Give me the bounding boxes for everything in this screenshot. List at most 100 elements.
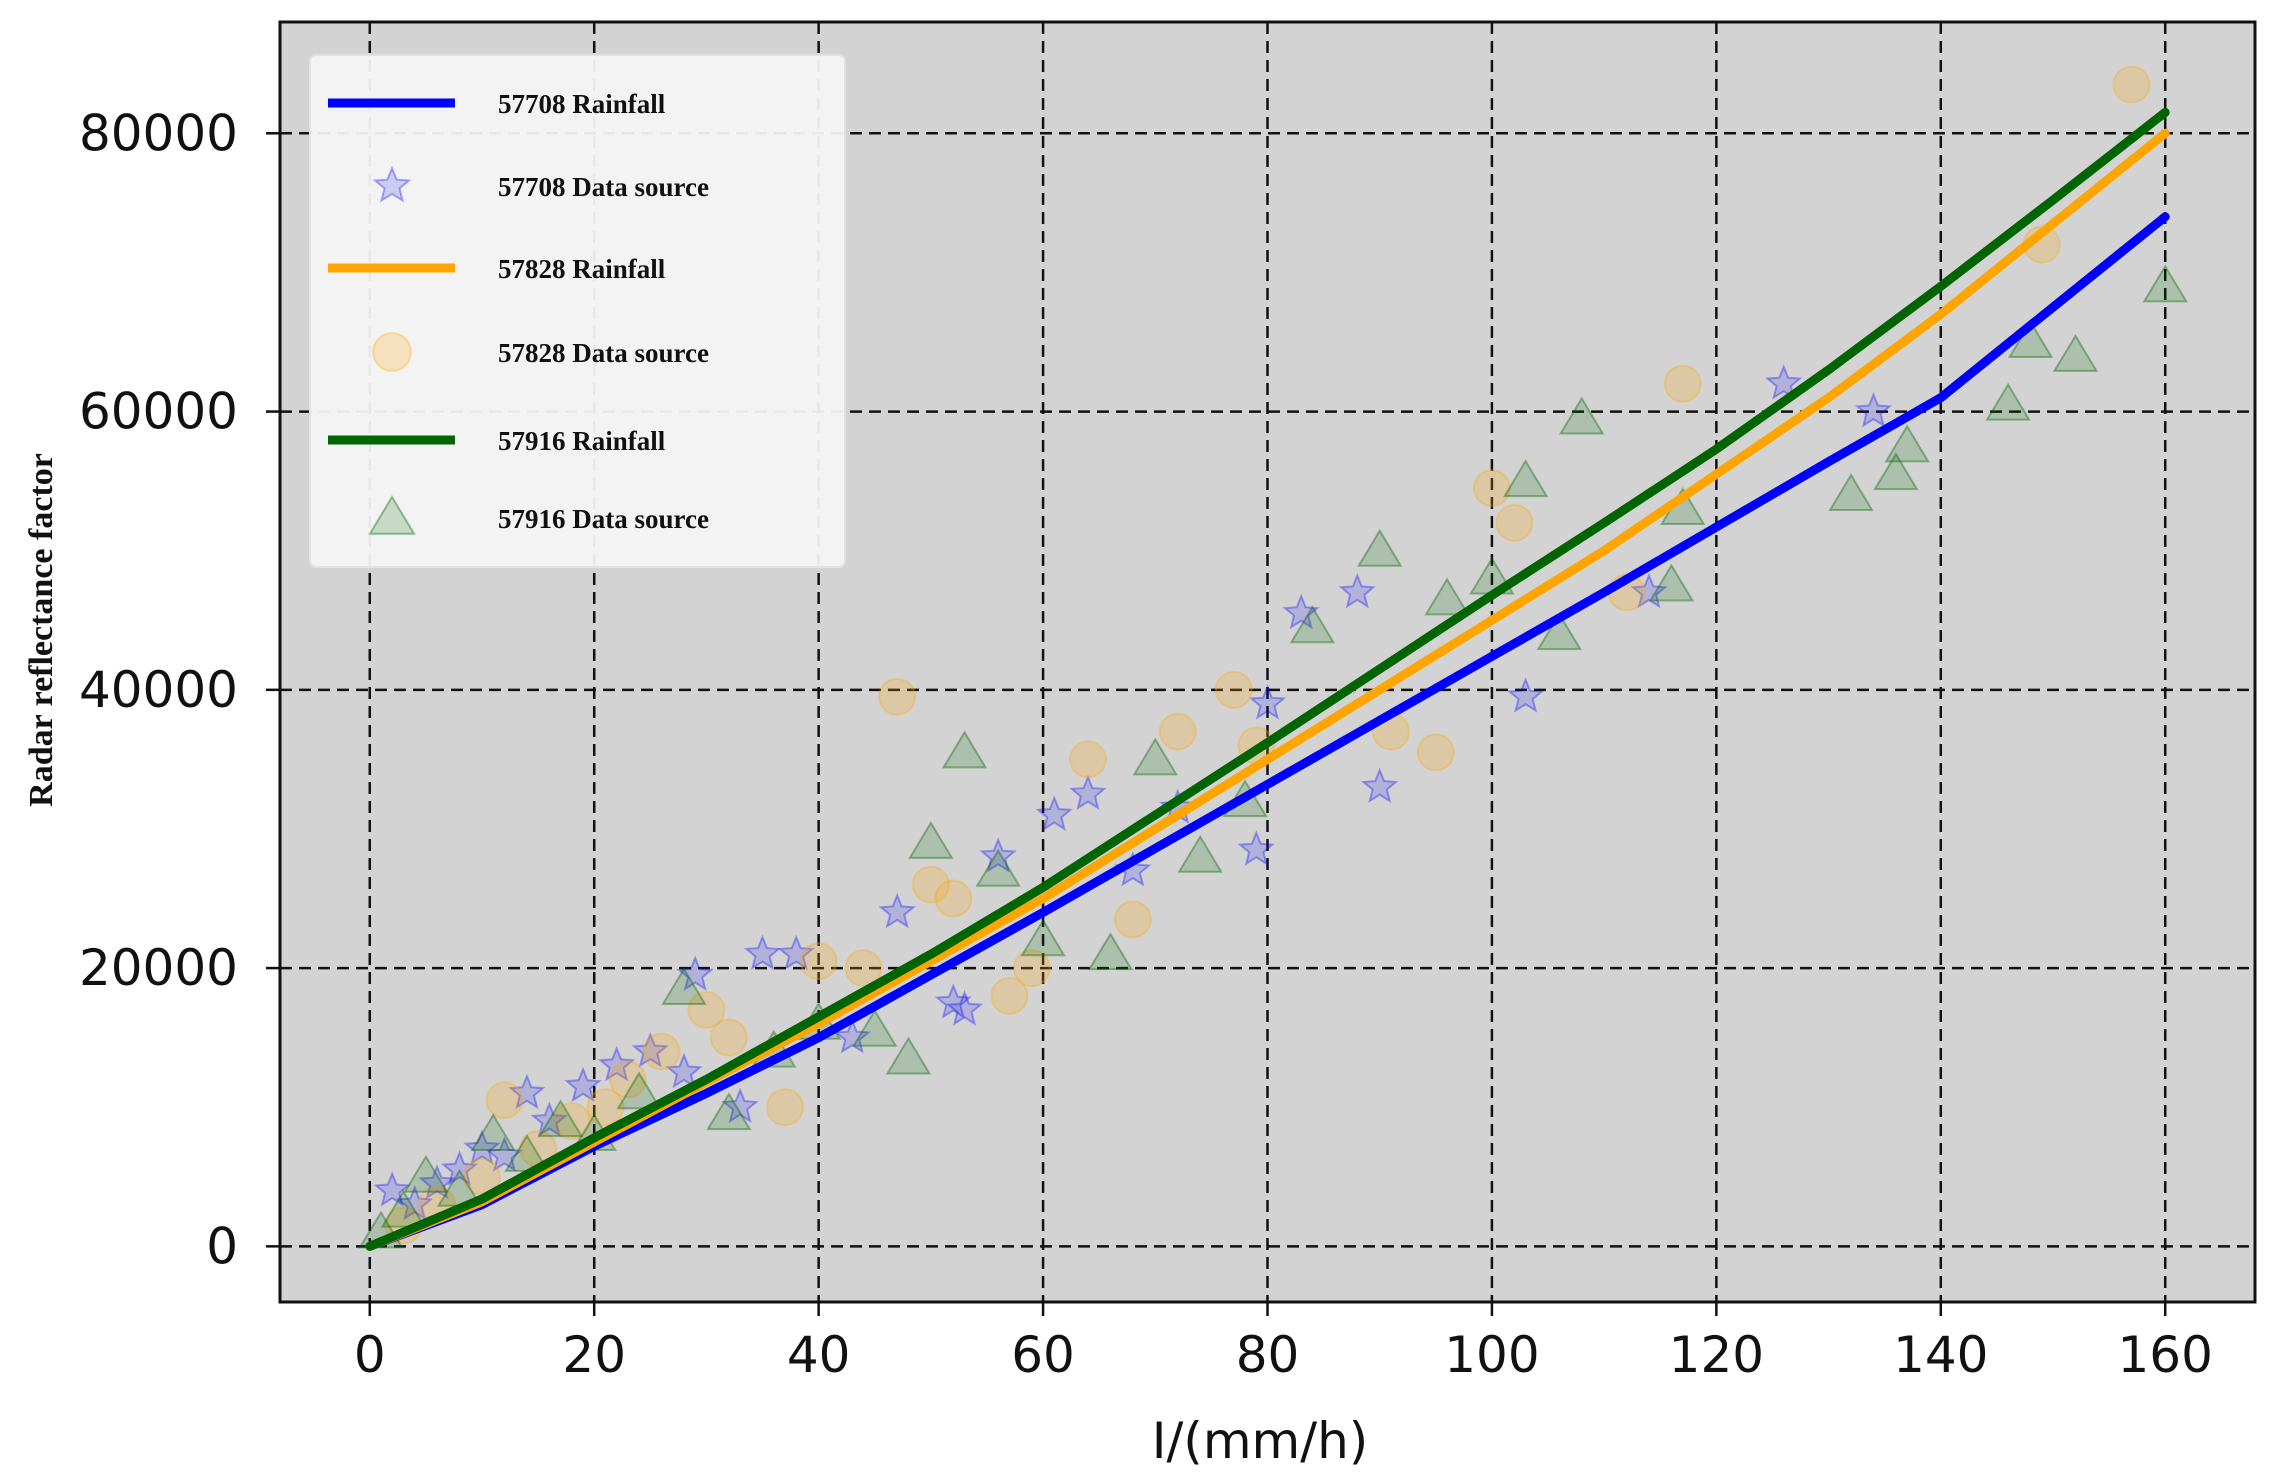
data-point (403, 1154, 449, 1193)
data-point (1884, 424, 1930, 463)
data-point (1764, 364, 1803, 400)
data-point (380, 1189, 427, 1228)
data-point (911, 865, 950, 904)
data-point (1506, 677, 1545, 713)
series-line (365, 212, 2170, 1251)
data-point (878, 677, 917, 716)
legend-label: 57708 Data source (498, 172, 709, 202)
legend-marker-swatch (368, 495, 416, 535)
legend-marker-swatch (372, 165, 412, 203)
legend-label: 57828 Rainfall (498, 254, 666, 284)
y-tick-label: 80000 (79, 104, 238, 162)
data-point (1020, 918, 1066, 957)
y-tick-label: 20000 (79, 939, 238, 997)
data-point (440, 1150, 479, 1186)
data-point (777, 934, 815, 971)
data-point (418, 1164, 456, 1200)
data-point (631, 1031, 670, 1068)
legend-label: 57828 Data source (498, 338, 709, 368)
legend-label: 57708 Rainfall (498, 89, 666, 119)
data-point (1536, 612, 1583, 651)
x-axis-title: I/(mm/h) (1152, 1412, 1369, 1470)
data-point (1828, 473, 1874, 512)
data-point (990, 976, 1029, 1015)
data-point (2142, 264, 2188, 303)
data-point (508, 1073, 546, 1110)
data-point (564, 1066, 602, 1103)
ticks: 0 20 40 60 80 100 120 140 160 0 20000 40000 60000 800… (79, 104, 2213, 1384)
data-point (1177, 834, 1223, 873)
data-point (1113, 900, 1152, 939)
line-layer (365, 107, 2170, 1251)
x-tick-label: 120 (1669, 1326, 1764, 1384)
data-point (463, 1129, 501, 1165)
data-point (743, 934, 782, 971)
data-point (616, 1071, 662, 1110)
data-point (1214, 670, 1253, 709)
data-point (1035, 795, 1074, 831)
data-point (851, 1008, 898, 1047)
data-point (1416, 733, 1455, 772)
legend-label: 57916 Data source (498, 504, 709, 534)
data-point (1248, 684, 1287, 720)
data-point (706, 1092, 752, 1131)
data-point (665, 1052, 703, 1089)
data-point (470, 1113, 516, 1152)
data-point (1087, 932, 1134, 971)
data-point (1012, 949, 1051, 988)
y-tick-label: 40000 (79, 661, 238, 719)
y-tick-label: 60000 (79, 383, 238, 441)
data-point (765, 1088, 804, 1127)
data-point (597, 1045, 636, 1082)
x-tick-label: 100 (1444, 1326, 1539, 1384)
data-point (661, 967, 707, 1005)
scatter-layer (358, 65, 2188, 1249)
data-point (844, 949, 883, 988)
data-point (941, 730, 988, 769)
x-tick-label: 140 (1893, 1326, 1988, 1384)
data-point (975, 848, 1021, 887)
data-point (395, 1184, 434, 1221)
data-point (537, 1099, 584, 1138)
data-point (1338, 572, 1376, 609)
data-point (979, 837, 1017, 873)
data-point (485, 1136, 524, 1172)
x-tick-label: 40 (787, 1326, 851, 1384)
data-point (878, 892, 916, 929)
data-point (2112, 65, 2151, 104)
data-point (2052, 333, 2099, 372)
data-point (1558, 396, 1605, 435)
x-tick-label: 60 (1011, 1326, 1075, 1384)
data-point (1356, 528, 1403, 567)
data-point (530, 1101, 569, 1138)
y-tick-label: 0 (206, 1217, 238, 1275)
data-point (945, 990, 984, 1026)
data-point (885, 1036, 932, 1075)
data-point (908, 820, 954, 859)
data-point (642, 1032, 681, 1071)
data-point (676, 955, 714, 991)
data-point (1424, 577, 1470, 616)
data-point (1158, 712, 1197, 751)
data-point (586, 1088, 625, 1127)
series-circle-points (384, 65, 2151, 1245)
data-point (373, 1171, 411, 1207)
data-point (709, 1018, 748, 1057)
data-point (1472, 469, 1511, 508)
data-point (1985, 382, 2031, 421)
x-tick-label: 0 (354, 1326, 386, 1384)
series-triangle-points (358, 264, 2188, 1249)
data-point (799, 942, 838, 981)
data-point (1630, 572, 1668, 609)
data-point (1289, 605, 1336, 644)
data-point (1360, 767, 1399, 804)
data-point (1495, 503, 1534, 542)
x-tick-label: 20 (562, 1326, 626, 1384)
series-star-points (373, 364, 1893, 1221)
data-point (485, 1081, 524, 1120)
data-point (1648, 563, 1695, 602)
legend: 57708 Rainfall 57708 Data source 57828 Rai… (309, 54, 846, 568)
data-point (1663, 364, 1702, 403)
data-point (1068, 740, 1107, 779)
